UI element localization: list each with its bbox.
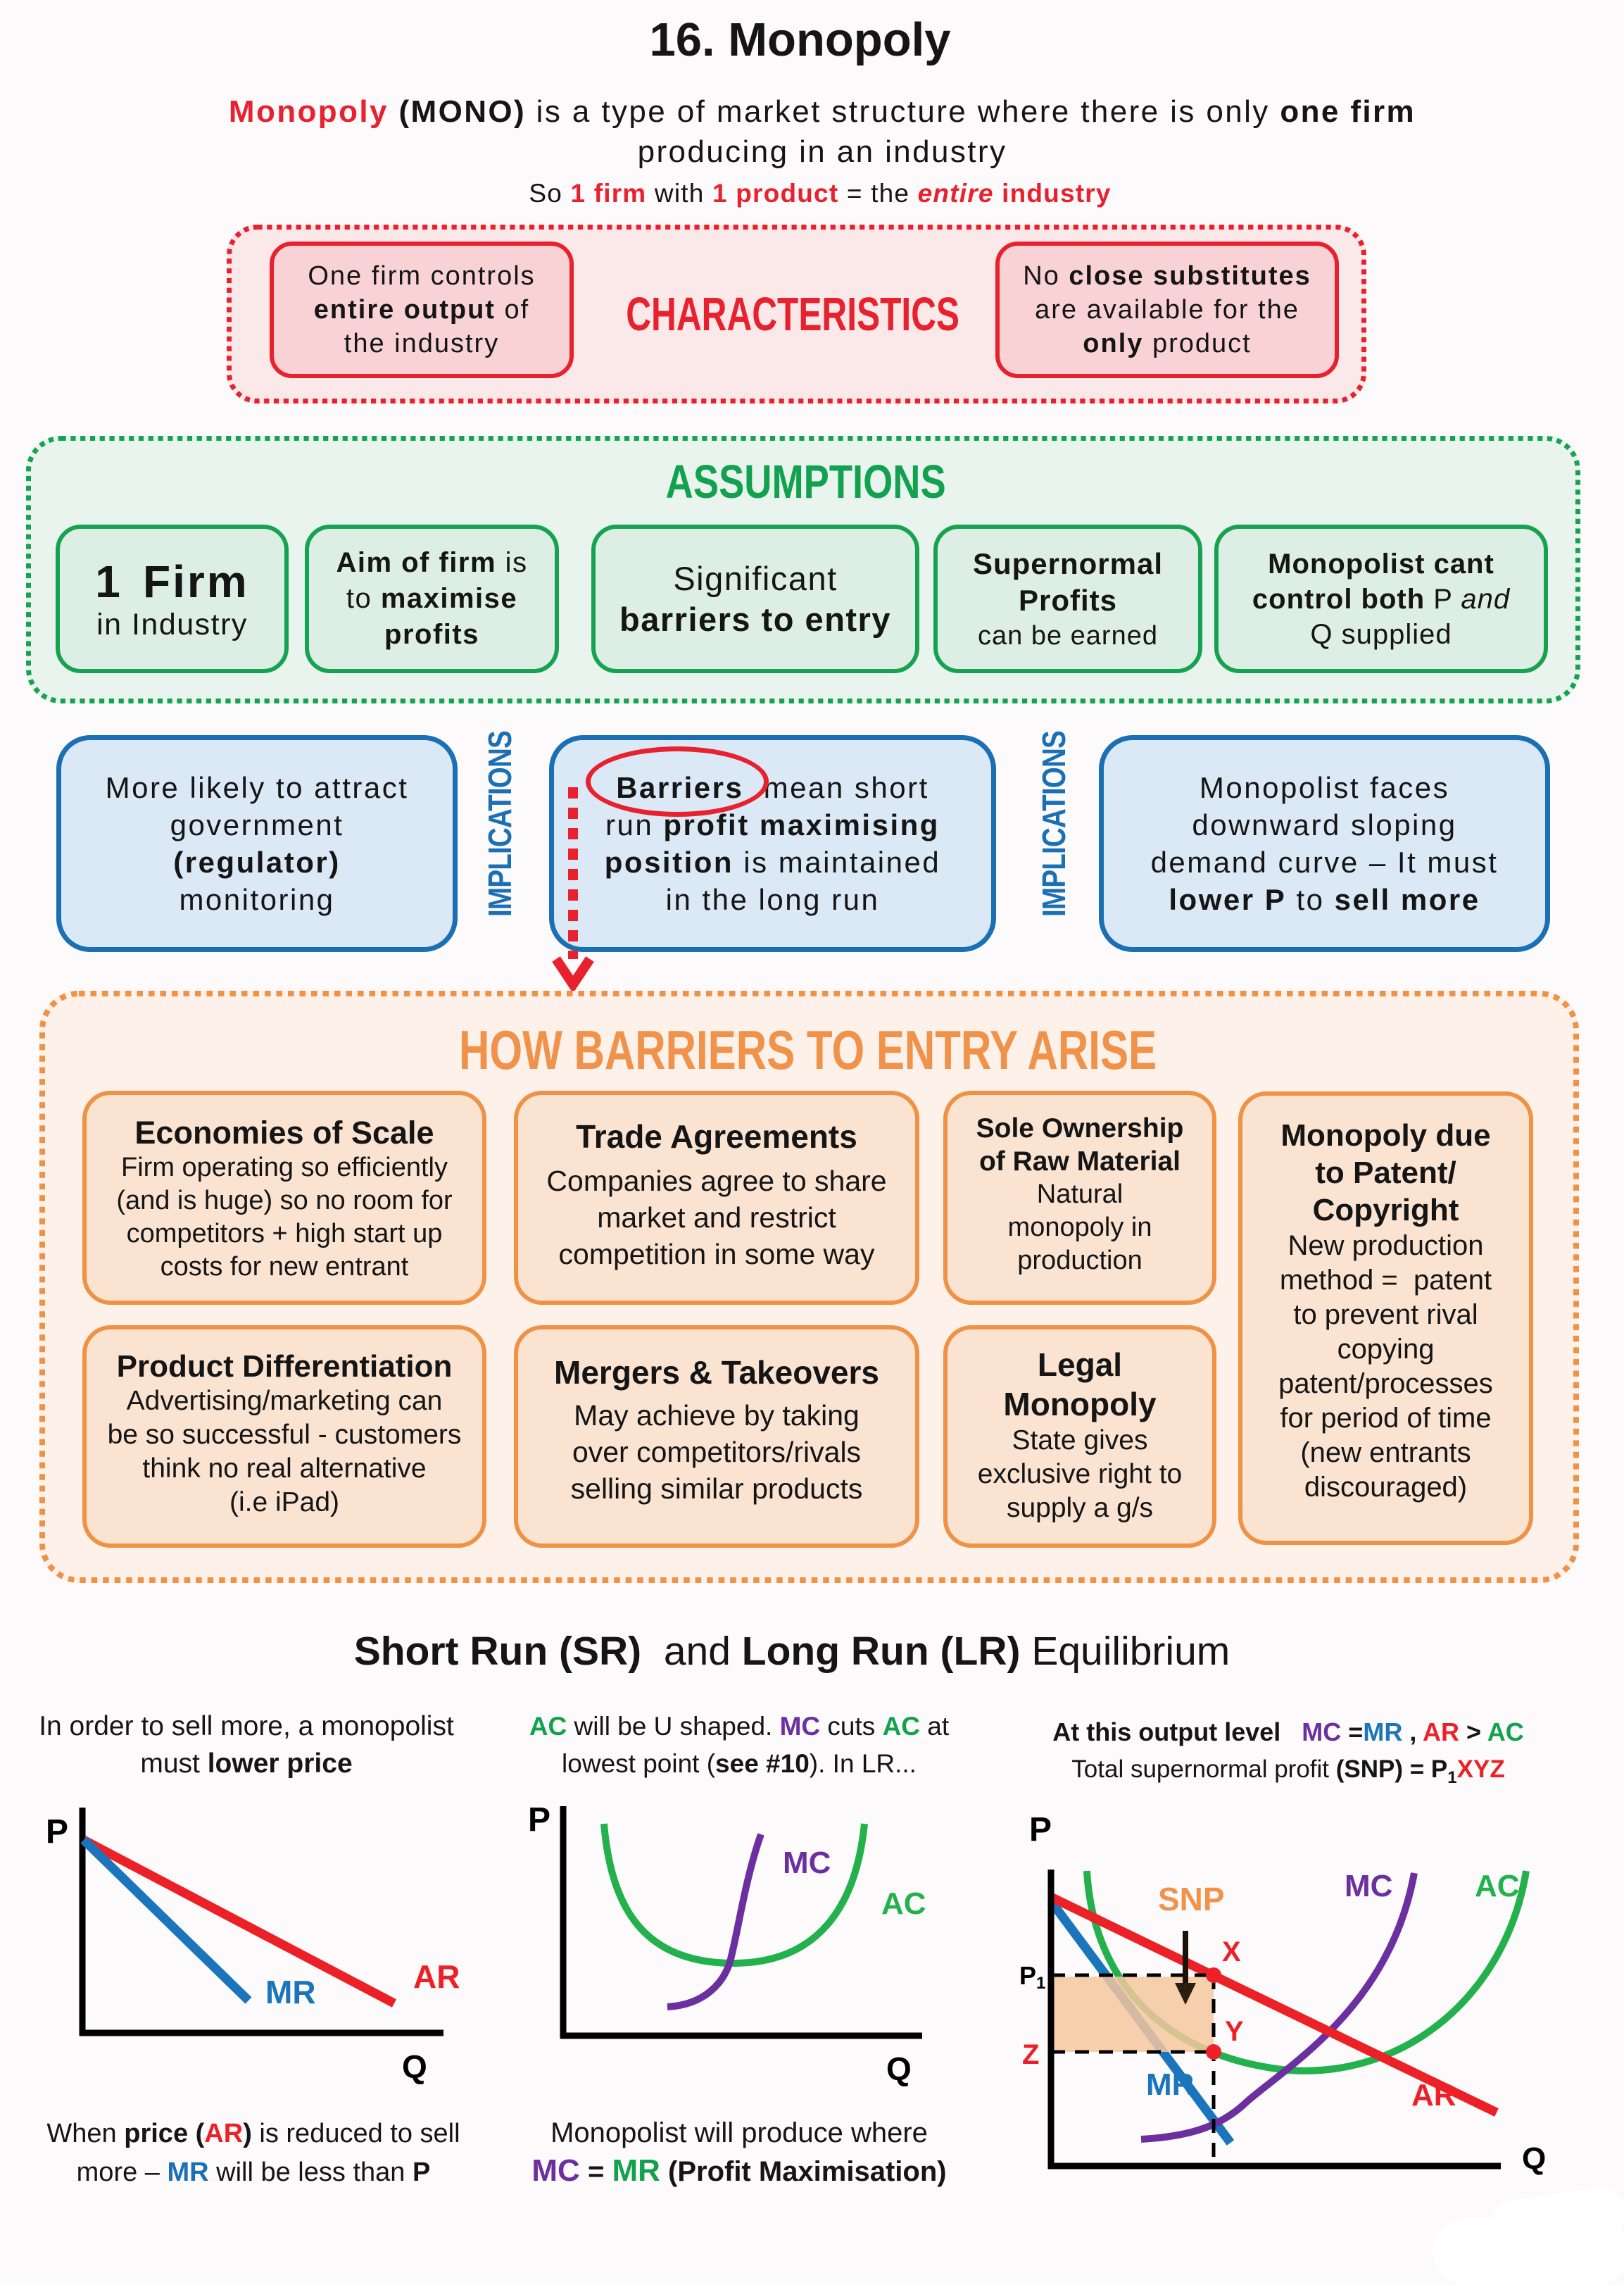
svg-text:Q: Q <box>1522 2141 1546 2176</box>
svg-text:Z: Z <box>1022 2039 1039 2070</box>
svg-text:AR: AR <box>413 1958 460 1995</box>
svg-text:MR: MR <box>265 1974 316 2010</box>
svg-text:MC: MC <box>1345 1869 1392 1903</box>
svg-text:MR: MR <box>1146 2067 1194 2102</box>
svg-text:MC: MC <box>783 1846 831 1880</box>
svg-text:AC: AC <box>1475 1869 1520 1903</box>
svg-text:P1: P1 <box>1019 1961 1045 1993</box>
svg-text:Q: Q <box>402 2048 427 2085</box>
svg-text:AC: AC <box>881 1886 926 1921</box>
svg-text:P: P <box>1029 1811 1052 1848</box>
svg-text:Q: Q <box>886 2051 912 2087</box>
svg-text:SNP: SNP <box>1158 1881 1225 1917</box>
svg-text:AR: AR <box>1411 2078 1456 2112</box>
svg-text:X: X <box>1222 1936 1241 1967</box>
svg-text:Y: Y <box>1225 2016 1244 2047</box>
svg-text:P: P <box>528 1801 550 1839</box>
svg-text:P: P <box>46 1813 68 1851</box>
